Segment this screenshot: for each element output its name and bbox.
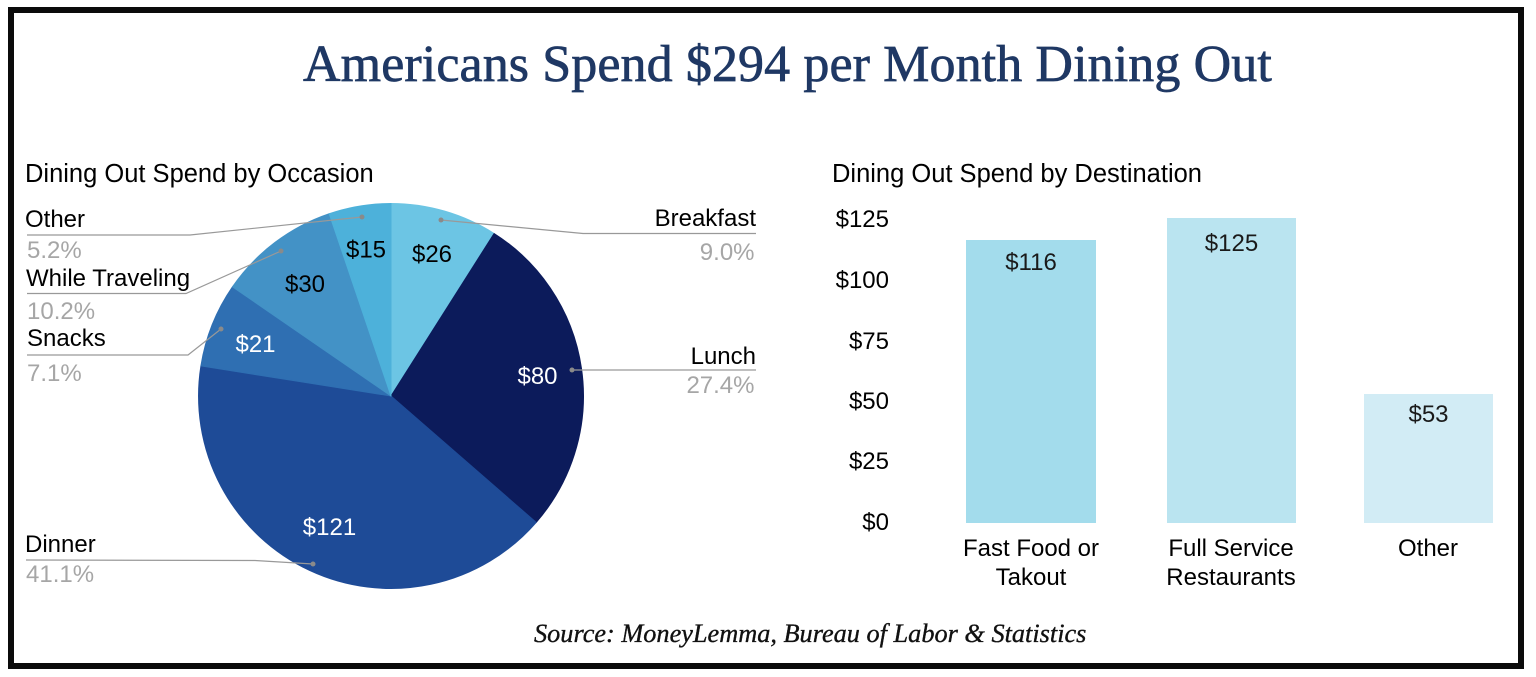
svg-text:$80: $80 xyxy=(517,363,557,390)
svg-text:$26: $26 xyxy=(412,241,452,268)
svg-text:$21: $21 xyxy=(235,331,275,358)
svg-text:$15: $15 xyxy=(346,237,386,264)
svg-text:$121: $121 xyxy=(303,514,356,541)
svg-text:$30: $30 xyxy=(285,271,325,298)
